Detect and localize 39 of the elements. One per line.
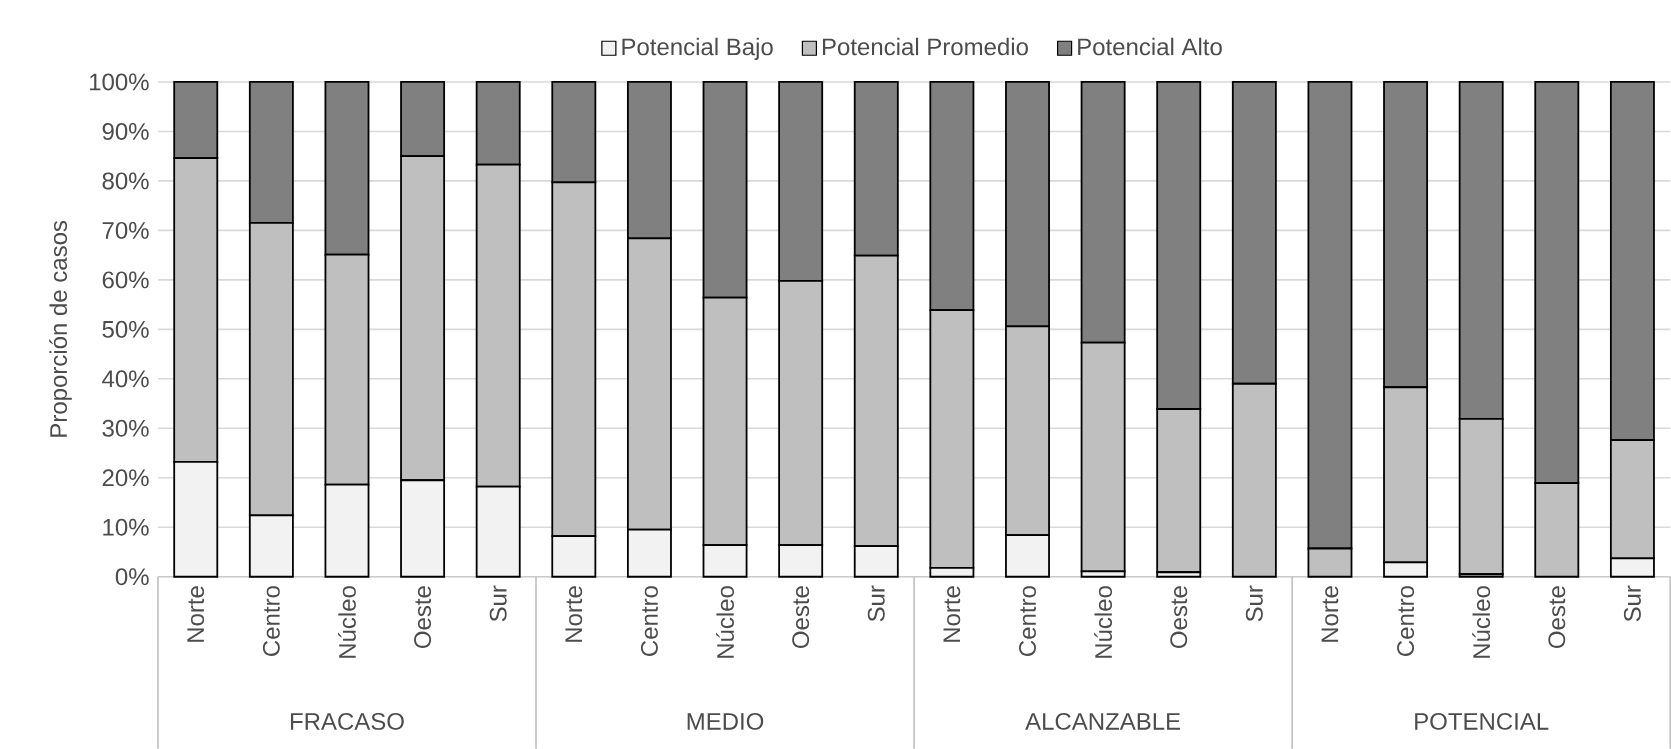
- x-tick-label: Oeste: [1170, 585, 1188, 648]
- x-tick-label: Núcleo: [1094, 585, 1113, 658]
- x-tick-label: Oeste: [1548, 585, 1566, 648]
- x-tick-label: Sur: [1245, 585, 1263, 622]
- x-tick-label: Sur: [1623, 585, 1641, 622]
- x-tick-label: Norte: [565, 585, 583, 642]
- y-tick-label: 40%: [102, 370, 149, 388]
- x-tick-label: Centro: [1397, 585, 1415, 656]
- text: FRACASO: [290, 712, 404, 730]
- x-tick-label: Núcleo: [1472, 585, 1491, 658]
- x-tick-label: Centro: [640, 585, 658, 656]
- y-tick-label: 0%: [115, 568, 149, 585]
- text: POTENCIAL: [1415, 712, 1549, 730]
- x-tick-label: Sur: [867, 585, 885, 622]
- text: ALCANZABLE: [1025, 712, 1181, 730]
- y-tick-label: 30%: [102, 419, 149, 437]
- y-tick-label: 80%: [102, 172, 149, 190]
- x-tick-label: Sur: [489, 585, 507, 622]
- text: MEDIO: [687, 712, 764, 730]
- x-tick-label: Oeste: [414, 585, 432, 648]
- x-tick-label: Norte: [187, 585, 205, 642]
- y-tick-label: 50%: [102, 320, 149, 338]
- x-tick-label: Centro: [262, 585, 280, 656]
- x-tick-label: Núcleo: [338, 585, 356, 658]
- x-tick-label: Núcleo: [716, 585, 734, 658]
- legend-label: Potencial Bajo: [622, 37, 773, 60]
- y-tick-label: 60%: [102, 271, 149, 289]
- x-tick-label: Centro: [1019, 585, 1036, 656]
- legend-label: Potencial Alto: [1078, 37, 1222, 56]
- y-tick-label: 90%: [102, 122, 149, 140]
- y-axis-title: Proporción de casos: [49, 220, 72, 437]
- y-tick-label: 10%: [103, 518, 149, 536]
- x-tick-label: Oeste: [792, 585, 810, 648]
- x-tick-label: Norte: [943, 585, 961, 642]
- y-tick-label: 100%: [90, 73, 149, 91]
- y-tick-label: 70%: [102, 221, 149, 239]
- y-tick-label: 20%: [102, 469, 149, 487]
- x-tick-label: Norte: [1321, 585, 1339, 642]
- legend-label: Potencial Promedio: [822, 37, 1028, 56]
